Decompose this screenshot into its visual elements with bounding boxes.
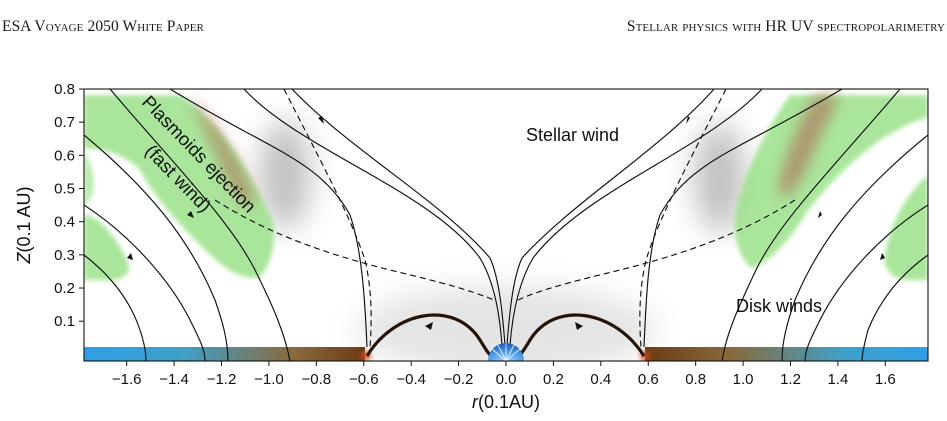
x-tick-label: −1.4 [159, 371, 189, 388]
accretion-disk [84, 347, 928, 361]
plasmoid-region-right [734, 95, 928, 281]
field-lines [84, 89, 928, 361]
y-tick-label: 0.3 [54, 247, 75, 264]
x-axis: −1.6 −1.4 −1.2 −1.0 −0.8 −0.6 −0.4 −0.2 0.0 0.2 0.… [112, 361, 896, 388]
x-tick-label: 0.0 [496, 371, 517, 388]
y-tick-label: 0.2 [54, 280, 75, 297]
y-tick-label: 0.5 [54, 181, 75, 198]
central-star [488, 343, 524, 361]
x-axis-label: r(0.1AU) [472, 392, 540, 412]
y-tick-label: 0.1 [54, 313, 75, 330]
disk-left [84, 347, 365, 361]
y-axis-label: Z(0.1 AU) [14, 186, 34, 264]
x-tick-label: 1.0 [733, 371, 754, 388]
y-tick-label: 0.8 [54, 81, 75, 98]
x-tick-label: 0.2 [543, 371, 564, 388]
field-line-arrows [127, 116, 885, 330]
annotation-stellar-wind: Stellar wind [526, 125, 619, 145]
x-tick-label: 1.6 [875, 371, 896, 388]
x-tick-label: −0.4 [396, 371, 426, 388]
density-shading [259, 120, 746, 361]
x-tick-label: 0.4 [590, 371, 611, 388]
y-tick-label: 0.4 [54, 214, 75, 231]
x-tick-label: −0.6 [349, 371, 379, 388]
x-tick-label: −0.8 [302, 371, 332, 388]
x-tick-label: 0.6 [638, 371, 659, 388]
x-tick-label: −0.2 [444, 371, 474, 388]
header-left-title: ESA Voyage 2050 White Paper [2, 18, 204, 35]
x-tick-label: 1.4 [827, 371, 848, 388]
header-right-title: Stellar physics with HR UV spectropolari… [626, 18, 945, 35]
x-tick-label: 0.8 [685, 371, 706, 388]
y-tick-label: 0.7 [54, 114, 75, 131]
y-axis: 0.1 0.2 0.3 0.4 0.5 0.6 0.7 0.8 [54, 81, 84, 330]
x-tick-label: −1.6 [112, 371, 142, 388]
running-header: ESA Voyage 2050 White Paper Stellar phys… [0, 18, 947, 38]
x-tick-label: 1.2 [780, 371, 801, 388]
annotation-disk-winds: Disk winds [736, 296, 822, 316]
plot-area [84, 89, 928, 361]
x-tick-label: −1.2 [207, 371, 237, 388]
y-tick-label: 0.6 [54, 147, 75, 164]
magnetosphere-figure: −1.6 −1.4 −1.2 −1.0 −0.8 −0.6 −0.4 −0.2 0.0 0.2 0.… [14, 81, 929, 412]
disk-right [645, 347, 928, 361]
x-tick-label: −1.0 [254, 371, 284, 388]
